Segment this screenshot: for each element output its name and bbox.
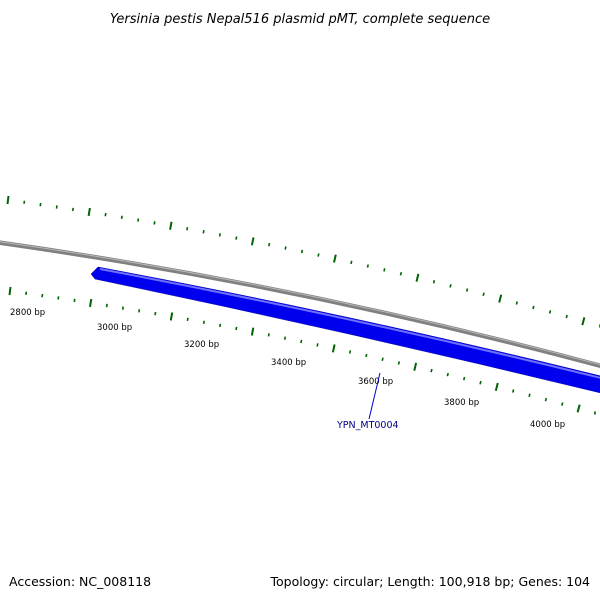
outer-tick-track [6,195,600,328]
inner-tick-track [8,286,596,415]
inner-tick-mark [479,380,482,385]
outer-tick-mark [383,268,386,272]
inner-tick-mark [202,320,205,325]
inner-tick-mark [235,326,238,331]
outer-tick-mark [186,227,189,231]
outer-tick-mark [548,310,552,314]
inner-tick-mark [381,357,384,361]
outer-tick-mark [366,264,369,268]
inner-tick-mark [57,296,60,300]
inner-tick-mark [41,293,44,298]
inner-tick-mark [267,333,270,337]
inner-tick-mark [105,303,108,308]
gene-label-leader [368,372,381,420]
inner-tick-mark [561,402,564,406]
outer-tick-mark [39,202,42,207]
outer-tick-mark [465,288,469,292]
outer-tick-mark [532,305,535,310]
outer-tick-mark [235,236,238,240]
outer-tick-mark [415,273,420,282]
outer-tick-mark [104,212,107,217]
inner-tick-mark [446,372,449,377]
bp-label-3600: 3600 bp [358,377,393,387]
inner-tick-mark [300,339,303,344]
outer-tick-mark [284,246,287,250]
inner-tick-mark [397,361,401,365]
outer-tick-mark [218,233,221,237]
inner-tick-mark [544,397,548,402]
plasmid-backbone [0,240,600,368]
outer-tick-mark [317,253,320,257]
inner-tick-mark [463,376,466,381]
outer-tick-mark [55,205,58,209]
inner-tick-mark [121,306,124,310]
outer-tick-mark [350,260,353,265]
inner-tick-mark [154,311,157,316]
outer-tick-mark [153,221,156,225]
accession-text: Accession: NC_008118 [9,574,151,589]
inner-tick-mark [365,353,368,358]
gene-arrow[interactable] [90,266,600,394]
inner-tick-mark [250,327,255,336]
topology-summary-text: Topology: circular; Length: 100,918 bp; … [270,574,591,589]
bp-label-2800: 2800 bp [10,308,45,318]
inner-tick-mark [413,362,418,371]
inner-tick-mark [512,389,515,393]
outer-tick-mark [449,284,452,288]
outer-tick-mark [432,280,436,284]
outer-tick-mark [399,272,403,276]
outer-tick-mark [120,215,123,220]
inner-tick-mark [219,323,222,328]
outer-tick-mark [581,317,586,326]
outer-tick-mark [202,230,205,234]
outer-tick-mark [23,200,26,204]
outer-tick-mark [268,242,271,247]
inner-tick-mark [89,298,93,308]
outer-tick-mark [169,221,173,230]
inner-tick-mark [186,317,189,322]
inner-tick-mark [430,368,433,373]
gene-ypn-mt0004[interactable] [90,266,600,394]
gene-arrow-highlight [99,268,600,379]
outer-tick-mark [87,207,91,217]
map-title: Yersinia pestis Nepal516 plasmid pMT, co… [110,12,490,27]
plasmid-backbone-highlight [0,241,600,366]
inner-tick-mark [169,312,174,321]
inner-tick-mark [331,344,336,353]
outer-tick-mark [565,314,568,319]
outer-tick-mark [137,218,140,222]
outer-tick-mark [71,207,74,212]
inner-tick-mark [494,382,499,391]
bp-label-3800: 3800 bp [444,398,479,408]
outer-tick-mark [6,195,10,205]
position-labels: 2800 bp 3000 bp 3200 bp 3400 bp 3600 bp … [10,308,565,430]
outer-tick-mark [333,254,337,263]
inner-tick-mark [348,350,352,354]
outer-tick-mark [498,294,503,303]
outer-tick-mark [300,249,304,254]
inner-tick-mark [283,336,287,340]
inner-tick-mark [576,404,581,413]
inner-tick-mark [138,309,141,313]
bp-label-3200: 3200 bp [184,340,219,350]
inner-tick-mark [8,286,12,296]
gene-label-ypn-mt0004[interactable]: YPN_MT0004 [336,420,399,431]
bp-label-3000: 3000 bp [97,323,132,333]
inner-tick-mark [316,343,319,347]
inner-tick-mark [528,393,531,397]
bp-label-4000: 4000 bp [530,420,565,430]
outer-tick-mark [515,301,518,305]
outer-tick-mark [250,237,255,246]
outer-tick-mark [482,292,485,296]
bp-label-3400: 3400 bp [271,358,306,368]
